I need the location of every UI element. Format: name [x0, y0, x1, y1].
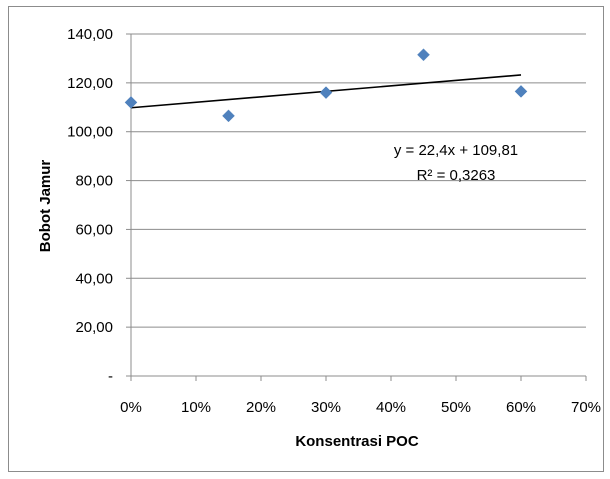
y-tick-label-2: 40,00: [75, 270, 113, 287]
axes: [126, 33, 587, 381]
x-tick-labels: 0% 10% 20% 30% 40% 50% 60% 70%: [120, 399, 601, 416]
y-tick-label-6: 120,00: [67, 75, 113, 92]
y-tick-label-0: -: [108, 368, 113, 385]
data-point-1: [222, 109, 235, 123]
x-tick-label-7: 70%: [571, 399, 601, 416]
data-point-3: [417, 48, 430, 62]
data-point-0: [124, 96, 138, 109]
y-tick-labels: - 20,00 40,00 60,00 80,00 100,00 120,00 140,00: [67, 26, 113, 385]
gridlines: [131, 33, 586, 328]
y-tick-label-5: 100,00: [67, 124, 113, 141]
y-tick-label-1: 20,00: [75, 319, 113, 336]
x-tick-label-2: 20%: [246, 399, 276, 416]
y-tick-label-4: 80,00: [75, 173, 113, 190]
chart-frame: [8, 6, 604, 472]
data-point-2: [319, 86, 333, 99]
x-tick-label-4: 40%: [376, 399, 406, 416]
y-tick-label-3: 60,00: [75, 221, 113, 238]
x-tick-label-3: 30%: [311, 399, 341, 416]
x-tick-label-5: 50%: [441, 399, 471, 416]
x-tick-label-0: 0%: [120, 399, 142, 416]
data-point-4: [514, 85, 528, 98]
x-tick-label-1: 10%: [181, 399, 211, 416]
x-axis-title: Konsentrasi POC: [295, 433, 419, 450]
trendline-equation: y = 22,4x + 109,81: [394, 142, 518, 159]
y-tick-label-7: 140,00: [67, 26, 113, 43]
trendline-r-squared: R² = 0,3263: [417, 167, 496, 184]
x-tick-label-6: 60%: [506, 399, 536, 416]
y-axis-title: Bobot Jamur: [37, 160, 54, 253]
data-points: [124, 48, 528, 123]
